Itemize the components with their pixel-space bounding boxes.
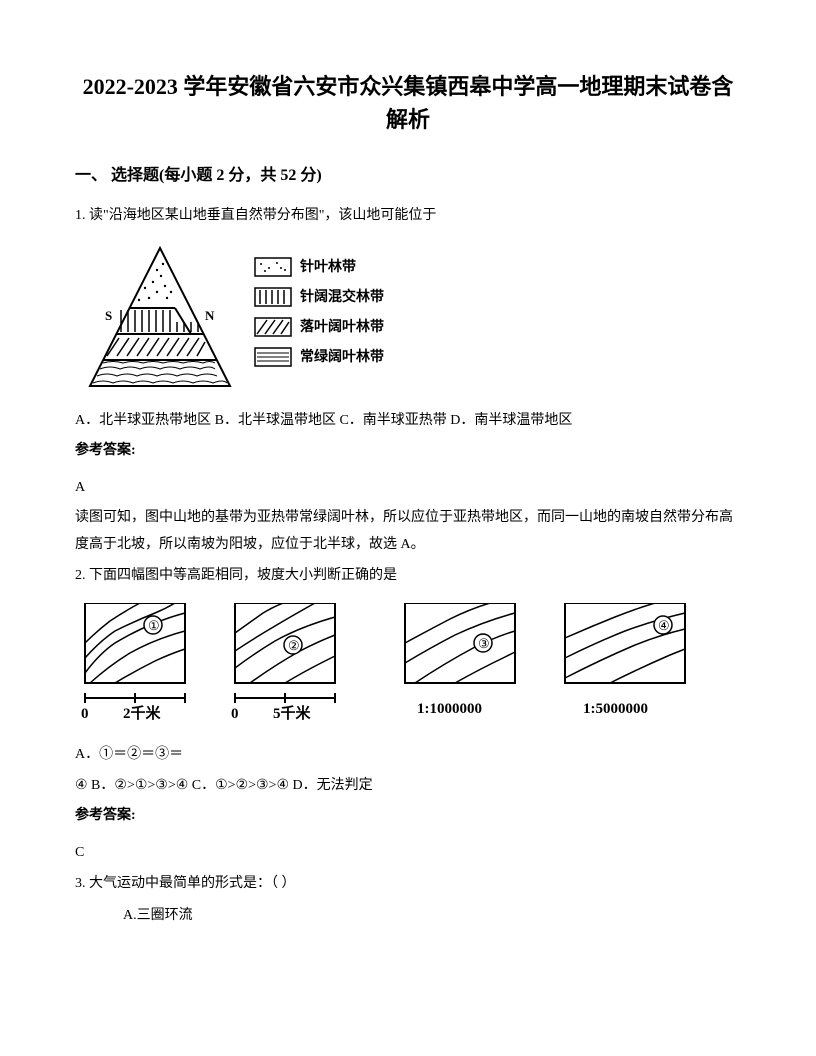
q2-figure: ① 0 2千米 ② 0 5千米	[75, 603, 741, 728]
svg-text:0: 0	[81, 706, 89, 722]
svg-text:②: ②	[288, 638, 300, 653]
q2-answer-label: 参考答案:	[75, 803, 741, 830]
q2-answer: C	[75, 840, 741, 867]
q2-options-line1: A．①＝②＝③＝	[75, 742, 741, 769]
svg-text:落叶阔叶林带: 落叶阔叶林带	[300, 318, 384, 335]
section-header-1: 一、 选择题(每小题 2 分，共 52 分)	[75, 161, 741, 185]
q1-answer: A	[75, 475, 741, 502]
svg-text:1:5000000: 1:5000000	[583, 701, 648, 717]
q1-stem: 1. 读"沿海地区某山地垂直自然带分布图"，该山地可能位于	[75, 203, 741, 230]
svg-text:2千米: 2千米	[123, 704, 162, 722]
q1-options: A．北半球亚热带地区 B．北半球温带地区 C．南半球亚热带 D．南半球温带地区	[75, 408, 741, 435]
svg-text:S: S	[105, 308, 112, 323]
q1-answer-label: 参考答案:	[75, 438, 741, 465]
q2-stem: 2. 下面四幅图中等高距相同，坡度大小判断正确的是	[75, 563, 741, 590]
q3-stem: 3. 大气运动中最简单的形式是：（ ）	[75, 871, 741, 898]
q3-option-a: A.三圈环流	[75, 903, 741, 930]
svg-text:针叶林带: 针叶林带	[299, 258, 356, 275]
svg-text:④: ④	[658, 618, 670, 633]
q1-explanation: 读图可知，图中山地的基带为亚热带常绿阔叶林，所以应位于亚热带地区，而同一山地的南…	[75, 505, 741, 558]
svg-text:N: N	[205, 308, 215, 323]
svg-text:1:1000000: 1:1000000	[417, 701, 482, 717]
svg-text:5千米: 5千米	[273, 704, 312, 722]
svg-text:0: 0	[231, 706, 239, 722]
q1-figure: S N 针叶林带 针阔混交林带 落叶阔叶林带 常绿阔叶林带	[75, 238, 741, 398]
svg-text:③: ③	[478, 636, 490, 651]
svg-text:①: ①	[148, 618, 160, 633]
svg-text:针阔混交林带: 针阔混交林带	[299, 288, 384, 305]
q2-options-line2: ④ B．②>①>③>④ C．①>②>③>④ D．无法判定	[75, 773, 741, 800]
svg-text:常绿阔叶林带: 常绿阔叶林带	[300, 348, 384, 365]
exam-title: 2022-2023 学年安徽省六安市众兴集镇西皋中学高一地理期末试卷含解析	[75, 70, 741, 136]
